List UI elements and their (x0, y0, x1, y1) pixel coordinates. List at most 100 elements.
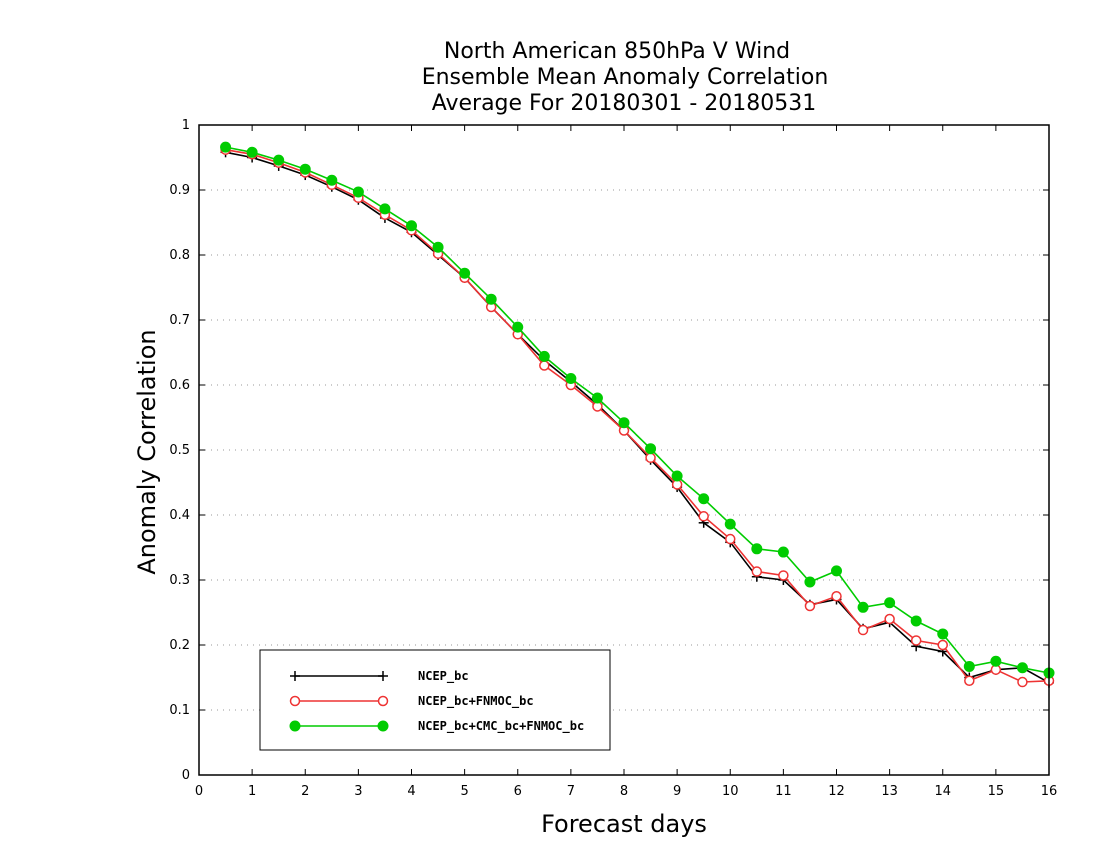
data-point-plus (378, 671, 388, 681)
data-point-filled-circle (777, 546, 789, 558)
series-ncep-bc-fnmoc-bc (220, 144, 1055, 688)
series-ncep-bc (220, 147, 1054, 688)
data-point-open-circle (377, 695, 389, 707)
x-tick-label: 3 (354, 784, 362, 799)
data-point-filled-circle (831, 565, 842, 577)
data-point-open-circle (884, 613, 895, 625)
x-tick-label: 4 (407, 784, 415, 799)
x-tick-label: 13 (881, 784, 898, 799)
data-point-filled-circle (246, 146, 258, 158)
data-point-filled-circle (910, 615, 922, 627)
data-point-filled-circle (698, 493, 710, 505)
y-tick-label: 0 (182, 768, 190, 783)
data-point-filled-circle (565, 373, 577, 384)
x-tick-label: 14 (934, 784, 951, 799)
y-tick-label: 1 (182, 118, 190, 133)
data-point-filled-circle (937, 628, 949, 640)
y-tick-label: 0.6 (169, 378, 190, 393)
data-point-filled-circle (406, 220, 417, 232)
legend-label: NCEP_bc+FNMOC_bc (418, 694, 534, 709)
x-tick-label: 12 (828, 784, 845, 799)
x-tick-label: 0 (195, 784, 203, 799)
data-point-filled-circle (671, 470, 683, 482)
data-point-open-circle (857, 624, 869, 636)
x-tick-label: 10 (722, 784, 739, 799)
data-point-plus (290, 671, 300, 681)
y-tick-label: 0.7 (169, 313, 190, 328)
data-point-open-circle (831, 591, 842, 602)
chart-title-line-2: Ensemble Mean Anomaly Correlation (422, 65, 829, 90)
data-point-filled-circle (326, 174, 338, 186)
data-point-filled-circle (379, 203, 391, 215)
series-line (225, 146, 1050, 674)
y-tick-label: 0.3 (169, 573, 190, 588)
data-point-open-circle (698, 511, 709, 522)
data-point-open-circle (964, 675, 975, 686)
x-tick-label: 1 (248, 784, 256, 799)
data-point-filled-circle (963, 660, 975, 672)
x-tick-label: 16 (1041, 784, 1058, 799)
x-tick-label: 6 (514, 784, 522, 799)
series-line (225, 151, 1050, 684)
y-tick-label: 0.8 (169, 248, 190, 263)
data-point-open-circle (910, 635, 922, 646)
data-point-open-circle (539, 360, 550, 371)
legend-box (259, 649, 611, 751)
grid-lines (199, 189, 1049, 711)
data-point-filled-circle (591, 392, 603, 404)
data-point-filled-circle (459, 267, 471, 279)
x-tick-label: 2 (301, 784, 309, 799)
legend-label: NCEP_bc+CMC_bc+FNMOC_bc (418, 719, 584, 734)
plot-area-frame (198, 124, 1050, 776)
y-tick-label: 0.1 (169, 703, 190, 718)
y-tick-label: 0.5 (169, 443, 190, 458)
data-point-open-circle (289, 695, 301, 707)
data-point-filled-circle (220, 141, 232, 153)
x-tick-label: 9 (673, 784, 681, 799)
chart-title-line-1: North American 850hPa V Wind (444, 39, 790, 64)
data-point-open-circle (725, 533, 736, 545)
data-point-filled-circle (618, 417, 630, 429)
legend-item: NCEP_bc (290, 669, 469, 684)
legend: NCEP_bc NCEP_bc+FNMOC_bc NCEP_bc+CMC_bc+FN… (259, 649, 611, 751)
legend-label: NCEP_bc (418, 669, 469, 684)
y-tick-label: 0.9 (169, 183, 190, 198)
data-point-filled-circle (804, 576, 816, 588)
legend-item: NCEP_bc+CMC_bc+FNMOC_bc (289, 719, 584, 734)
x-tick-label: 8 (620, 784, 628, 799)
data-point-filled-circle (289, 720, 301, 732)
data-point-filled-circle (512, 321, 524, 333)
data-point-filled-circle (751, 543, 763, 555)
x-tick-label: 15 (988, 784, 1005, 799)
series-ncep-bc-cmc-bc-fnmoc-bc (220, 141, 1055, 679)
chart-title-line-3: Average For 20180301 - 20180531 (432, 91, 817, 116)
x-tick-label: 11 (775, 784, 792, 799)
data-point-open-circle (804, 600, 816, 612)
x-tick-label: 7 (567, 784, 575, 799)
data-point-open-circle (751, 566, 763, 577)
data-point-filled-circle (857, 601, 869, 613)
y-tick-label: 0.4 (169, 508, 190, 523)
data-series (220, 141, 1055, 688)
data-point-filled-circle (538, 350, 550, 362)
data-point-open-circle (937, 639, 948, 651)
data-point-filled-circle (299, 163, 311, 175)
legend-item: NCEP_bc+FNMOC_bc (289, 694, 534, 709)
data-point-filled-circle (352, 186, 364, 198)
data-point-filled-circle (990, 655, 1002, 667)
axes: 00.10.20.30.40.50.60.70.80.910 1 2 3 4 5 6 7 8 9 1… (169, 118, 1057, 799)
data-point-filled-circle (377, 720, 389, 732)
data-point-open-circle (778, 570, 789, 581)
x-axis-title: Forecast days (541, 810, 707, 838)
y-axis-title: Anomaly Correlation (133, 329, 161, 574)
data-point-filled-circle (645, 443, 657, 455)
data-point-open-circle (645, 452, 656, 464)
data-point-filled-circle (485, 293, 497, 305)
data-point-filled-circle (884, 597, 896, 609)
x-tick-label: 5 (460, 784, 468, 799)
data-point-filled-circle (1016, 662, 1028, 674)
series-line (225, 148, 1050, 683)
data-point-open-circle (1017, 676, 1028, 688)
chart-title: North American 850hPa V Wind Ensemble Me… (422, 39, 829, 116)
